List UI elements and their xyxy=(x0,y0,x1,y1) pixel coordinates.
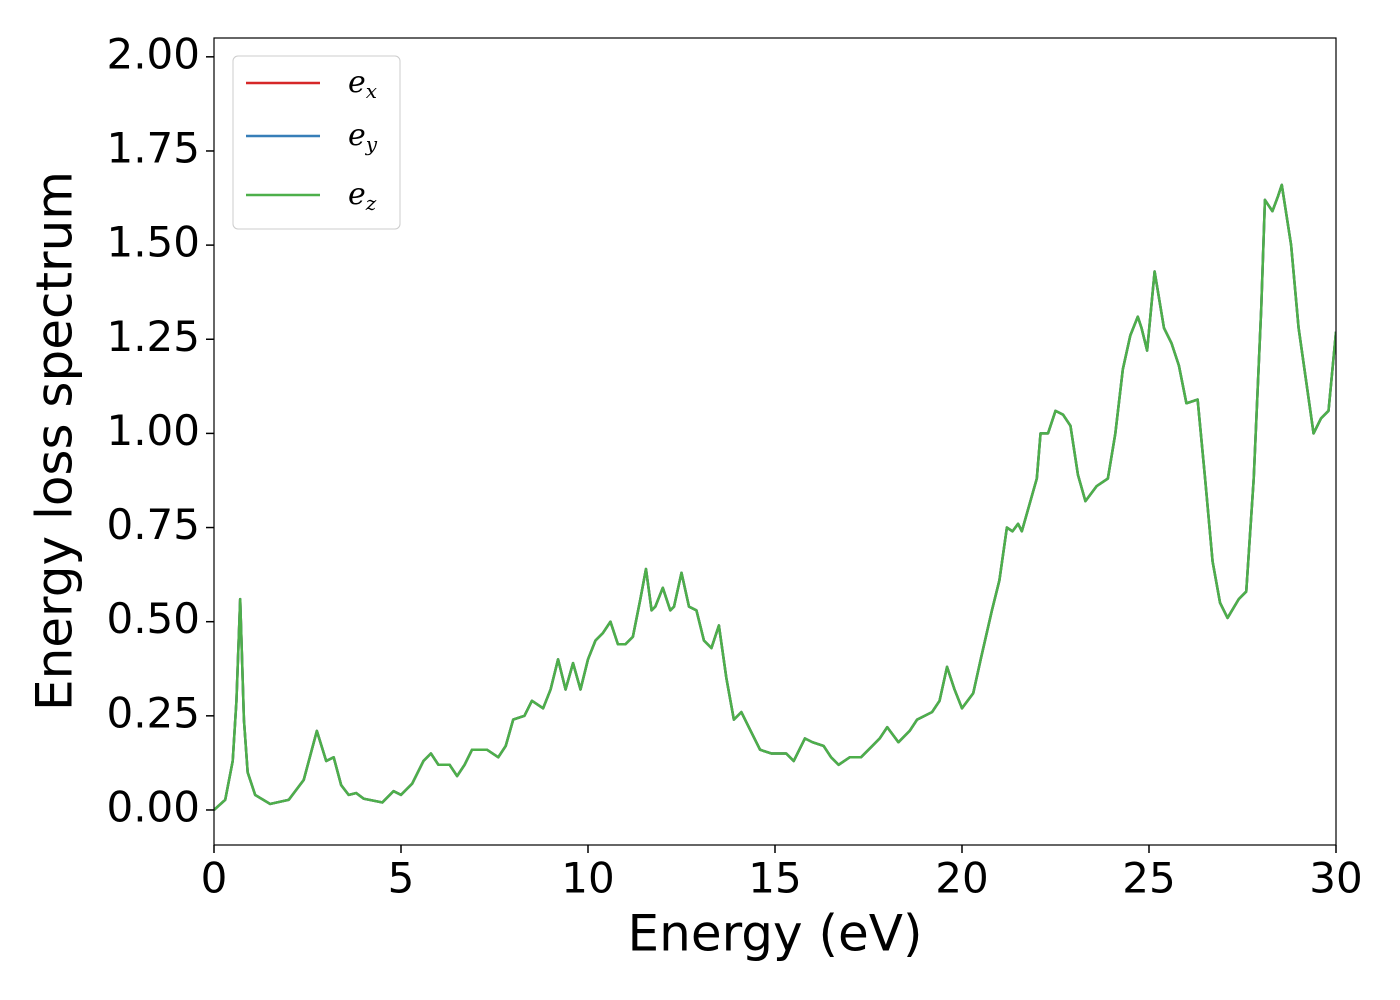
y-tick-label: 0.25 xyxy=(106,688,200,737)
y-tick-label: 0.75 xyxy=(106,500,200,549)
legend-label: ex xyxy=(348,65,378,103)
x-tick-label: 30 xyxy=(1309,854,1362,903)
series-line xyxy=(214,183,1336,811)
y-axis-label: Energy loss spectrum xyxy=(26,171,84,711)
legend-label: ez xyxy=(348,177,377,215)
y-tick-label: 0.50 xyxy=(106,594,200,643)
series-line xyxy=(214,183,1336,811)
x-tick-label: 25 xyxy=(1122,854,1175,903)
y-tick-label: 1.50 xyxy=(106,218,200,267)
x-tick-label: 0 xyxy=(201,854,228,903)
y-tick-label: 1.00 xyxy=(106,406,200,455)
legend-label: ey xyxy=(348,118,378,156)
x-tick-label: 5 xyxy=(388,854,415,903)
x-tick-label: 20 xyxy=(935,854,988,903)
x-axis-label: Energy (eV) xyxy=(628,905,923,963)
x-tick-label: 10 xyxy=(561,854,614,903)
series-line xyxy=(214,183,1336,811)
y-tick-label: 2.00 xyxy=(106,29,200,78)
plot-frame xyxy=(213,37,1337,846)
legend-box xyxy=(232,55,401,230)
x-tick-label: 15 xyxy=(748,854,801,903)
y-tick-label: 1.75 xyxy=(106,123,200,172)
y-tick-label: 0.00 xyxy=(106,782,200,831)
y-tick-label: 1.25 xyxy=(106,312,200,361)
